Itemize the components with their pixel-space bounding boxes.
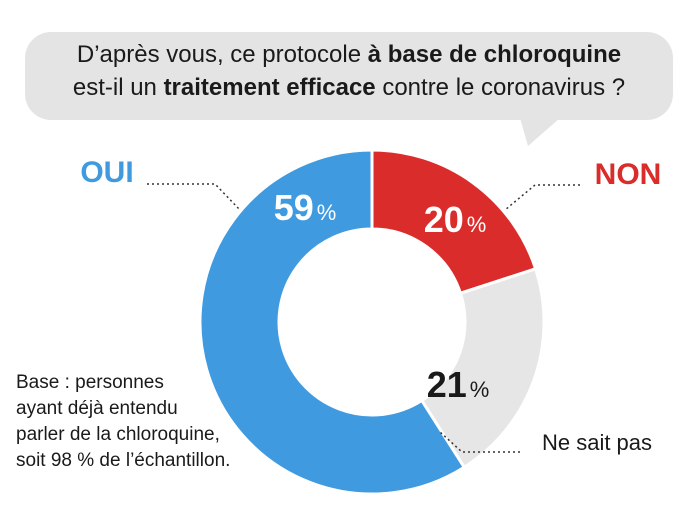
sample-note-line: parler de la chloroquine, [16, 424, 220, 445]
question-line-2: est-il un traitement efficace contre le … [25, 73, 673, 103]
question-line-2-bold: traitement efficace [163, 74, 376, 101]
sample-note-line: soit 98 % de l’échantillon. [16, 450, 231, 471]
question-line-1-bold: à base de chloroquine [367, 41, 622, 68]
sample-note-line: Base : personnes [16, 372, 164, 393]
category-label-oui: OUI [80, 156, 133, 189]
sample-note: Base : personnes ayant déjà entendu parl… [16, 370, 230, 474]
leader-line [147, 183, 241, 211]
leader-line [504, 184, 580, 211]
value-label-non: 20% [424, 199, 487, 240]
value-label-oui: 59% [274, 187, 337, 228]
question-line-1: D’après vous, ce protocole à base de chl… [25, 40, 673, 70]
question-line-1-text: D’après vous, ce protocole [76, 41, 368, 68]
question-bubble [25, 32, 673, 120]
category-label-non: NON [595, 158, 662, 191]
slice-oui [198, 148, 467, 496]
sample-note-line: ayant déjà entendu [16, 398, 178, 419]
question-line-2-tail: contre le coronavirus ? [375, 74, 626, 101]
slice-ne-sait-pas [419, 266, 546, 470]
value-label-ne-sait-pas: 21% [427, 364, 490, 405]
question-line-2-text: est-il un [72, 74, 164, 101]
slice-non [370, 148, 538, 296]
category-label-ne-sait-pas: Ne sait pas [542, 430, 652, 455]
